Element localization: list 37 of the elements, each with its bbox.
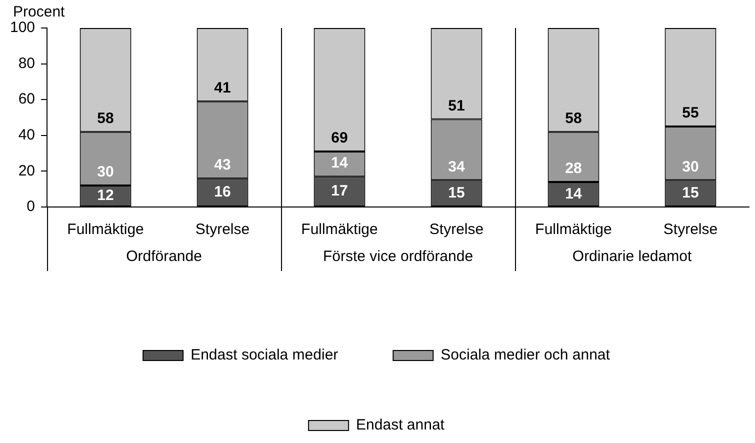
legend-label: Endast annat xyxy=(356,416,446,434)
legend-label: Endast sociala medier xyxy=(190,346,338,364)
data-label: 58 xyxy=(97,110,114,127)
y-tick-label: 40 xyxy=(18,126,36,144)
x-tick-label: Fullmäktige xyxy=(535,221,612,238)
data-label: 69 xyxy=(331,130,348,147)
x-tick-label: Fullmäktige xyxy=(301,221,378,238)
text: Förste vice ordförande xyxy=(322,248,474,266)
y-axis-title: Procent xyxy=(13,4,66,21)
text: Ordförande xyxy=(126,248,202,266)
data-label: 15 xyxy=(682,184,699,202)
x-tick-label: Styrelse xyxy=(195,221,250,238)
y-tick-label: 100 xyxy=(10,19,36,36)
legend-label: Sociala medier och annat xyxy=(440,346,611,364)
data-label: 14 xyxy=(331,154,349,172)
data-label: 41 xyxy=(214,80,231,97)
data-label: 30 xyxy=(97,164,114,181)
y-tick-label: 0 xyxy=(26,198,36,216)
data-label: 15 xyxy=(448,184,465,202)
data-label: 28 xyxy=(565,160,582,178)
data-label: 55 xyxy=(682,104,699,122)
text: Ordinarie ledamot xyxy=(572,248,692,266)
data-label: 30 xyxy=(682,158,699,176)
y-tick-label: 60 xyxy=(18,90,36,108)
data-label: 51 xyxy=(448,97,465,114)
y-tick-label: 20 xyxy=(18,162,36,180)
data-label: 14 xyxy=(565,185,583,202)
x-tick-label: Styrelse xyxy=(663,221,718,238)
data-label: 58 xyxy=(565,110,582,127)
data-label: 34 xyxy=(448,158,466,176)
y-tick-label: 80 xyxy=(18,54,36,72)
x-tick-label: Fullmäktige xyxy=(67,221,144,238)
data-label: 17 xyxy=(331,182,348,200)
x-tick-label: Styrelse xyxy=(429,221,484,238)
data-label: 43 xyxy=(214,156,231,174)
data-label: 16 xyxy=(214,184,231,201)
data-label: 12 xyxy=(97,187,114,204)
